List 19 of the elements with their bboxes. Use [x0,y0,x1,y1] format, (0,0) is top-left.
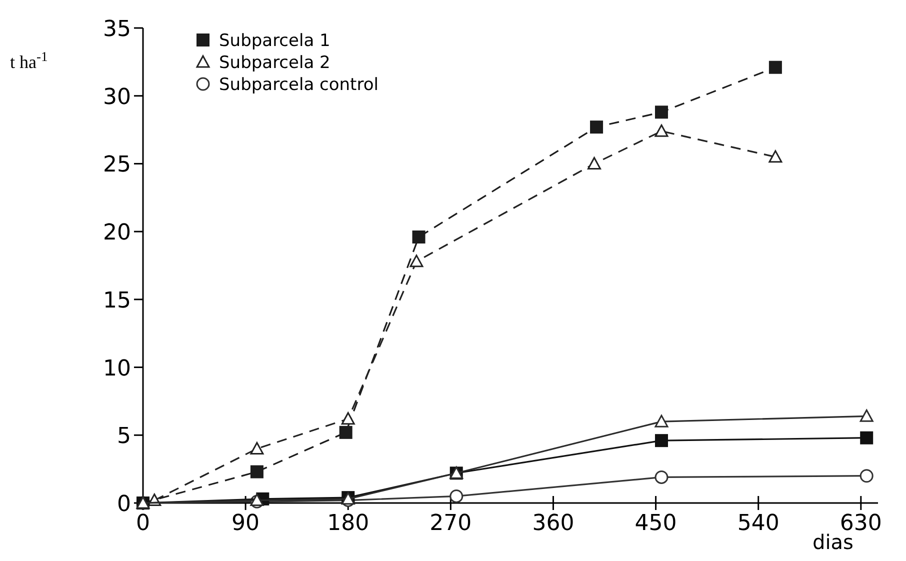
legend-label: Subparcela 2 [219,53,330,73]
x-tick-label: 180 [327,511,370,536]
y-tick-label: 20 [103,220,131,246]
y-axis-title: t ha$^{-1}$ [10,48,48,72]
y-tick-label: 5 [117,424,131,450]
y-tick-label: 35 [103,17,131,42]
y-tick-label: 0 [117,492,131,517]
y-tick-label: 30 [103,84,131,110]
y-tick-label: 10 [103,356,131,382]
x-tick-label: 450 [634,511,677,536]
y-tick-label: 25 [103,152,131,178]
x-tick-label: 540 [737,511,780,536]
legend-label: Subparcela control [219,75,378,95]
x-tick-label: 360 [532,511,574,536]
legend-label: Subparcela 1 [219,31,330,51]
x-tick-label: 0 [136,511,150,536]
y-tick-label: 15 [103,288,131,314]
x-tick-label: 90 [232,511,260,536]
x-tick-label: 270 [430,511,472,536]
